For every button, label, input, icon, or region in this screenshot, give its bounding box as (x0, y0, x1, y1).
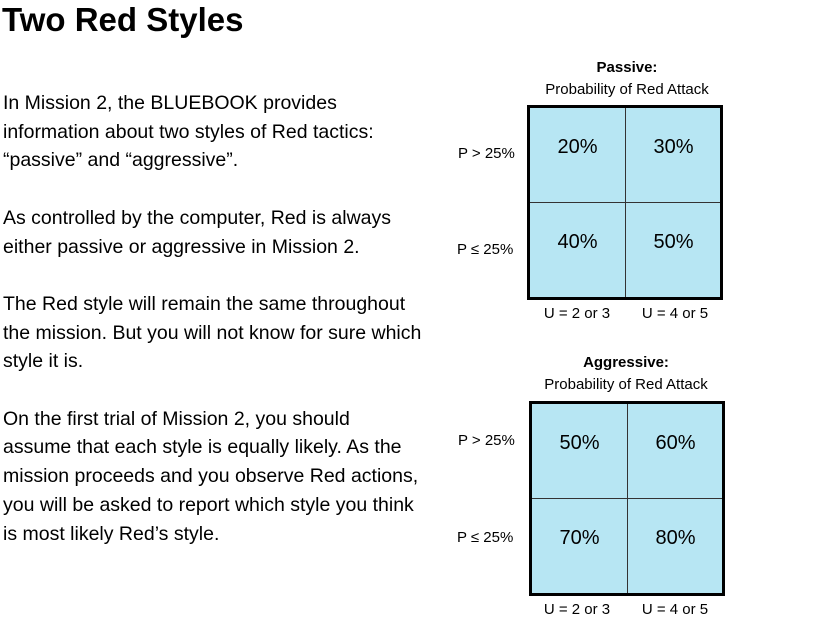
paragraph-intro: In Mission 2, the BLUEBOOK provides info… (3, 92, 374, 172)
aggressive-cell-low-u45: 80% (655, 526, 696, 549)
aggressive-row-label-high: P > 25% (458, 432, 515, 449)
aggressive-col-label-u45: U = 4 or 5 (641, 601, 709, 618)
passive-row-label-low: P ≤ 25% (457, 241, 514, 258)
paragraph-style-constant: The Red style will remain the same throu… (3, 292, 422, 373)
passive-grid: 20% 30% 40% 50% (527, 105, 723, 300)
passive-table-subheading: Probability of Red Attack (545, 81, 709, 98)
passive-col-label-u23: U = 2 or 3 (543, 305, 611, 322)
aggressive-table-heading: Aggressive: (583, 354, 669, 371)
aggressive-col-label-u23: U = 2 or 3 (543, 601, 611, 618)
body-text: In Mission 2, the BLUEBOOK provides info… (3, 89, 423, 548)
passive-cell-low-u45: 50% (653, 230, 694, 253)
paragraph-control: As controlled by the computer, Red is al… (3, 206, 392, 258)
aggressive-grid-divider-horizontal (532, 498, 722, 499)
aggressive-row-label-low: P ≤ 25% (457, 529, 514, 546)
aggressive-table-subheading: Probability of Red Attack (544, 376, 708, 393)
passive-row-label-high: P > 25% (458, 145, 515, 162)
aggressive-cell-high-u45: 60% (655, 431, 696, 454)
passive-cell-high-u45: 30% (653, 135, 694, 158)
passive-table-header: Passive: Probability of Red Attack (497, 57, 757, 101)
slide-title: Two Red Styles (2, 1, 244, 38)
passive-table-heading: Passive: (596, 59, 658, 76)
aggressive-cell-high-u23: 50% (559, 431, 600, 454)
passive-grid-divider-horizontal (530, 202, 720, 203)
aggressive-cell-low-u23: 70% (559, 526, 600, 549)
aggressive-grid: 50% 60% 70% 80% (529, 401, 725, 596)
passive-cell-high-u23: 20% (557, 135, 598, 158)
paragraph-first-trial: On the first trial of Mission 2, you sho… (3, 407, 419, 545)
aggressive-table-header: Aggressive: Probability of Red Attack (496, 352, 756, 396)
passive-col-label-u45: U = 4 or 5 (641, 305, 709, 322)
passive-cell-low-u23: 40% (557, 230, 598, 253)
